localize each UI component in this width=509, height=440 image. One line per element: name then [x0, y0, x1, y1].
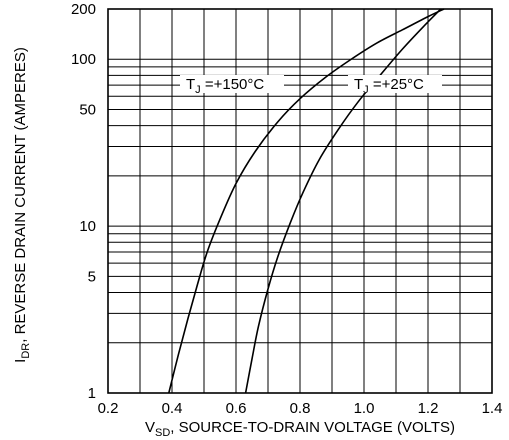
y-axis-title-sub: DR — [20, 343, 32, 359]
x-tick-label: 0.8 — [290, 400, 311, 417]
x-tick-label: 0.2 — [98, 400, 119, 417]
series-label-rest: =+150°C — [201, 76, 265, 93]
x-axis-title-main: V — [145, 419, 155, 436]
series-label-sub: J — [195, 84, 201, 96]
x-axis-title-sub: SD — [155, 427, 170, 439]
y-tick-label: 10 — [79, 218, 96, 235]
series-label-1: TJ =+150°C — [186, 76, 264, 96]
x-axis-title: VSD, SOURCE-TO-DRAIN VOLTAGE (VOLTS) — [145, 419, 455, 439]
series-label-bg — [180, 75, 284, 93]
y-tick-label: 200 — [71, 1, 96, 18]
y-axis-title: IDR, REVERSE DRAIN CURRENT (AMPERES) — [12, 47, 32, 363]
x-tick-label: 1.0 — [354, 400, 375, 417]
series-layer — [168, 8, 445, 394]
series-line-2 — [244, 8, 442, 394]
series-label-rest: =+25°C — [369, 76, 424, 93]
y-axis-title-main: I — [12, 359, 29, 363]
x-tick-label: 0.6 — [226, 400, 247, 417]
x-tick-label: 1.2 — [418, 400, 439, 417]
y-axis-title-rest: , REVERSE DRAIN CURRENT (AMPERES) — [12, 47, 29, 343]
series-label-main: T — [354, 76, 363, 93]
y-tick-label: 1 — [88, 385, 96, 402]
x-tick-labels: 0.2 0.4 0.6 0.8 1.0 1.2 1.4 — [98, 400, 503, 417]
x-tick-label: 1.4 — [482, 400, 503, 417]
y-tick-label: 5 — [88, 268, 96, 285]
y-gridlines — [108, 58, 492, 344]
x-tick-label: 0.4 — [162, 400, 183, 417]
y-tick-label: 50 — [79, 101, 96, 118]
series-label-bg — [348, 75, 442, 93]
series-label-main: T — [186, 76, 195, 93]
series-line-1 — [168, 8, 445, 394]
series-label-2: TJ =+25°C — [354, 76, 424, 96]
series-labels: TJ =+150°C TJ =+25°C — [180, 75, 442, 96]
y-tick-labels: 1 5 10 50 100 200 — [71, 1, 96, 402]
series-label-sub: J — [363, 84, 369, 96]
y-tick-label: 100 — [71, 51, 96, 68]
x-axis-title-rest: , SOURCE-TO-DRAIN VOLTAGE (VOLTS) — [170, 419, 455, 436]
x-gridlines — [139, 9, 461, 393]
plot-area: TJ =+150°C TJ =+25°C — [107, 8, 493, 394]
